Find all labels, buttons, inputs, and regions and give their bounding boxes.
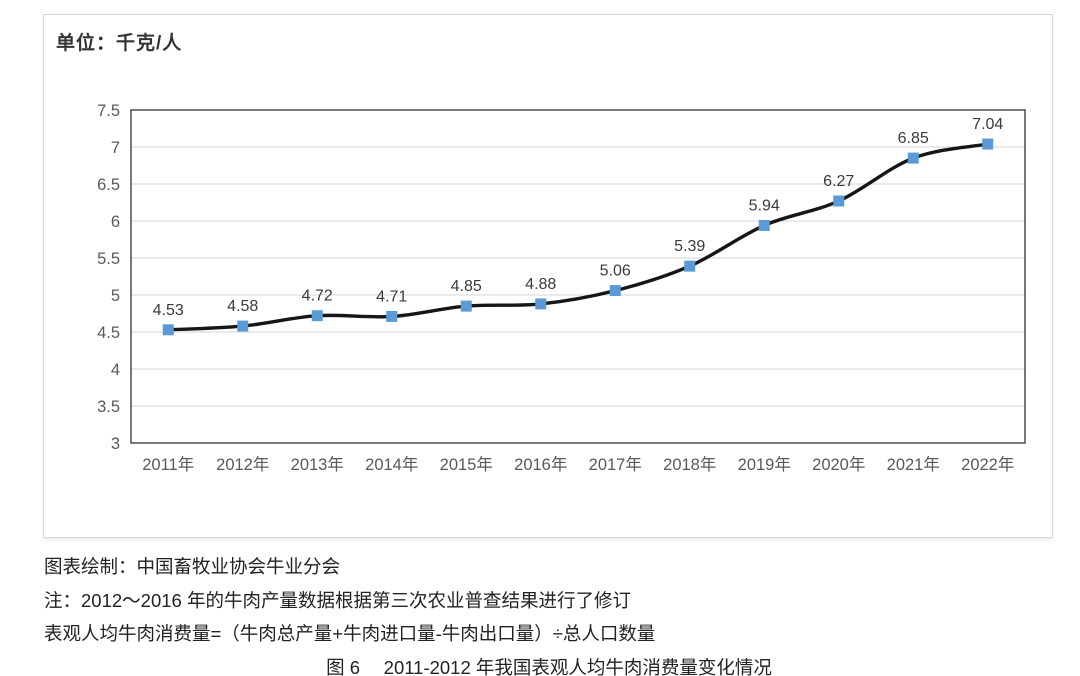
data-label: 4.71 xyxy=(376,288,407,305)
data-point-marker xyxy=(162,324,174,336)
data-label: 5.94 xyxy=(749,197,780,214)
data-point-marker xyxy=(907,152,919,164)
y-axis-tick-label: 3.5 xyxy=(97,398,120,416)
x-axis-tick-label: 2019年 xyxy=(738,455,791,474)
data-label: 4.72 xyxy=(302,288,333,305)
x-axis-tick-label: 2021年 xyxy=(887,455,940,474)
data-point-marker xyxy=(833,195,845,207)
x-axis-tick-label: 2012年 xyxy=(216,455,269,474)
data-point-marker xyxy=(758,219,770,231)
series-line xyxy=(166,142,990,332)
x-axis-tick-label: 2014年 xyxy=(365,455,418,474)
chart-credit-line: 图表绘制：中国畜牧业协会牛业分会 xyxy=(44,556,341,577)
y-axis-tick-label: 4.5 xyxy=(97,324,120,342)
data-label: 5.06 xyxy=(600,263,631,280)
y-axis-tick-label: 5.5 xyxy=(97,250,120,268)
y-axis-tick-label: 3 xyxy=(111,435,120,453)
beef-consumption-line-chart: 3 3.5 4 4.5 5 5.5 6 6.5 7 7.5 4.53 2011年 4.58 2012年 4.… xyxy=(97,102,1026,474)
data-label: 6.27 xyxy=(823,173,854,190)
x-axis-tick-label: 2017年 xyxy=(589,455,642,474)
data-point-marker xyxy=(535,298,547,310)
chart-note-line: 注：2012～2016 年的牛肉产量数据根据第三次农业普查结果进行了修订 xyxy=(44,589,631,611)
footer-notes: 图表绘制：中国畜牧业协会牛业分会 注：2012～2016 年的牛肉产量数据根据第… xyxy=(44,550,1054,676)
y-axis-tick-label: 5 xyxy=(111,287,120,305)
y-axis-tick-label: 7.5 xyxy=(97,102,120,120)
data-label: 5.39 xyxy=(674,238,705,255)
y-axis-tick-label: 6.5 xyxy=(97,176,120,194)
data-point-marker xyxy=(311,310,323,322)
data-label: 4.58 xyxy=(227,298,258,315)
x-axis-tick-label: 2011年 xyxy=(142,455,194,474)
data-label: 4.88 xyxy=(525,276,556,293)
y-axis-tick-label: 7 xyxy=(111,139,120,157)
x-axis-tick-label: 2022年 xyxy=(961,455,1014,474)
data-point-marker xyxy=(684,260,696,272)
unit-label: 单位：千克/人 xyxy=(56,33,183,54)
y-axis-tick-label: 6 xyxy=(111,213,120,231)
data-point-marker xyxy=(982,138,994,150)
data-point-marker xyxy=(460,300,472,312)
y-axis-tick-label: 4 xyxy=(111,361,120,379)
x-axis-tick-label: 2015年 xyxy=(440,455,493,474)
data-point-marker xyxy=(237,320,249,332)
chart-panel: 单位：千克/人 3 3.5 4 4.5 5 5.5 6 6.5 7 7.5 4.53 2011年 4.5… xyxy=(43,14,1053,538)
figure-caption: 图 6 2011-2012 年我国表观人均牛肉消费量变化情况 xyxy=(326,656,772,676)
data-label: 7.04 xyxy=(972,116,1003,133)
x-axis-tick-label: 2013年 xyxy=(291,455,344,474)
x-axis-tick-label: 2016年 xyxy=(514,455,567,474)
chart-formula-line: 表观人均牛肉消费量=（牛肉总产量+牛肉进口量-牛肉出口量）÷总人口数量 xyxy=(44,623,656,644)
data-label: 4.85 xyxy=(451,278,482,295)
x-axis-tick-label: 2018年 xyxy=(663,455,716,474)
plot-border xyxy=(130,109,1026,444)
data-label: 6.85 xyxy=(898,130,929,147)
x-axis-tick-label: 2020年 xyxy=(812,455,865,474)
data-point-marker xyxy=(386,310,398,322)
data-label: 4.53 xyxy=(153,302,184,319)
data-point-marker xyxy=(609,285,621,297)
